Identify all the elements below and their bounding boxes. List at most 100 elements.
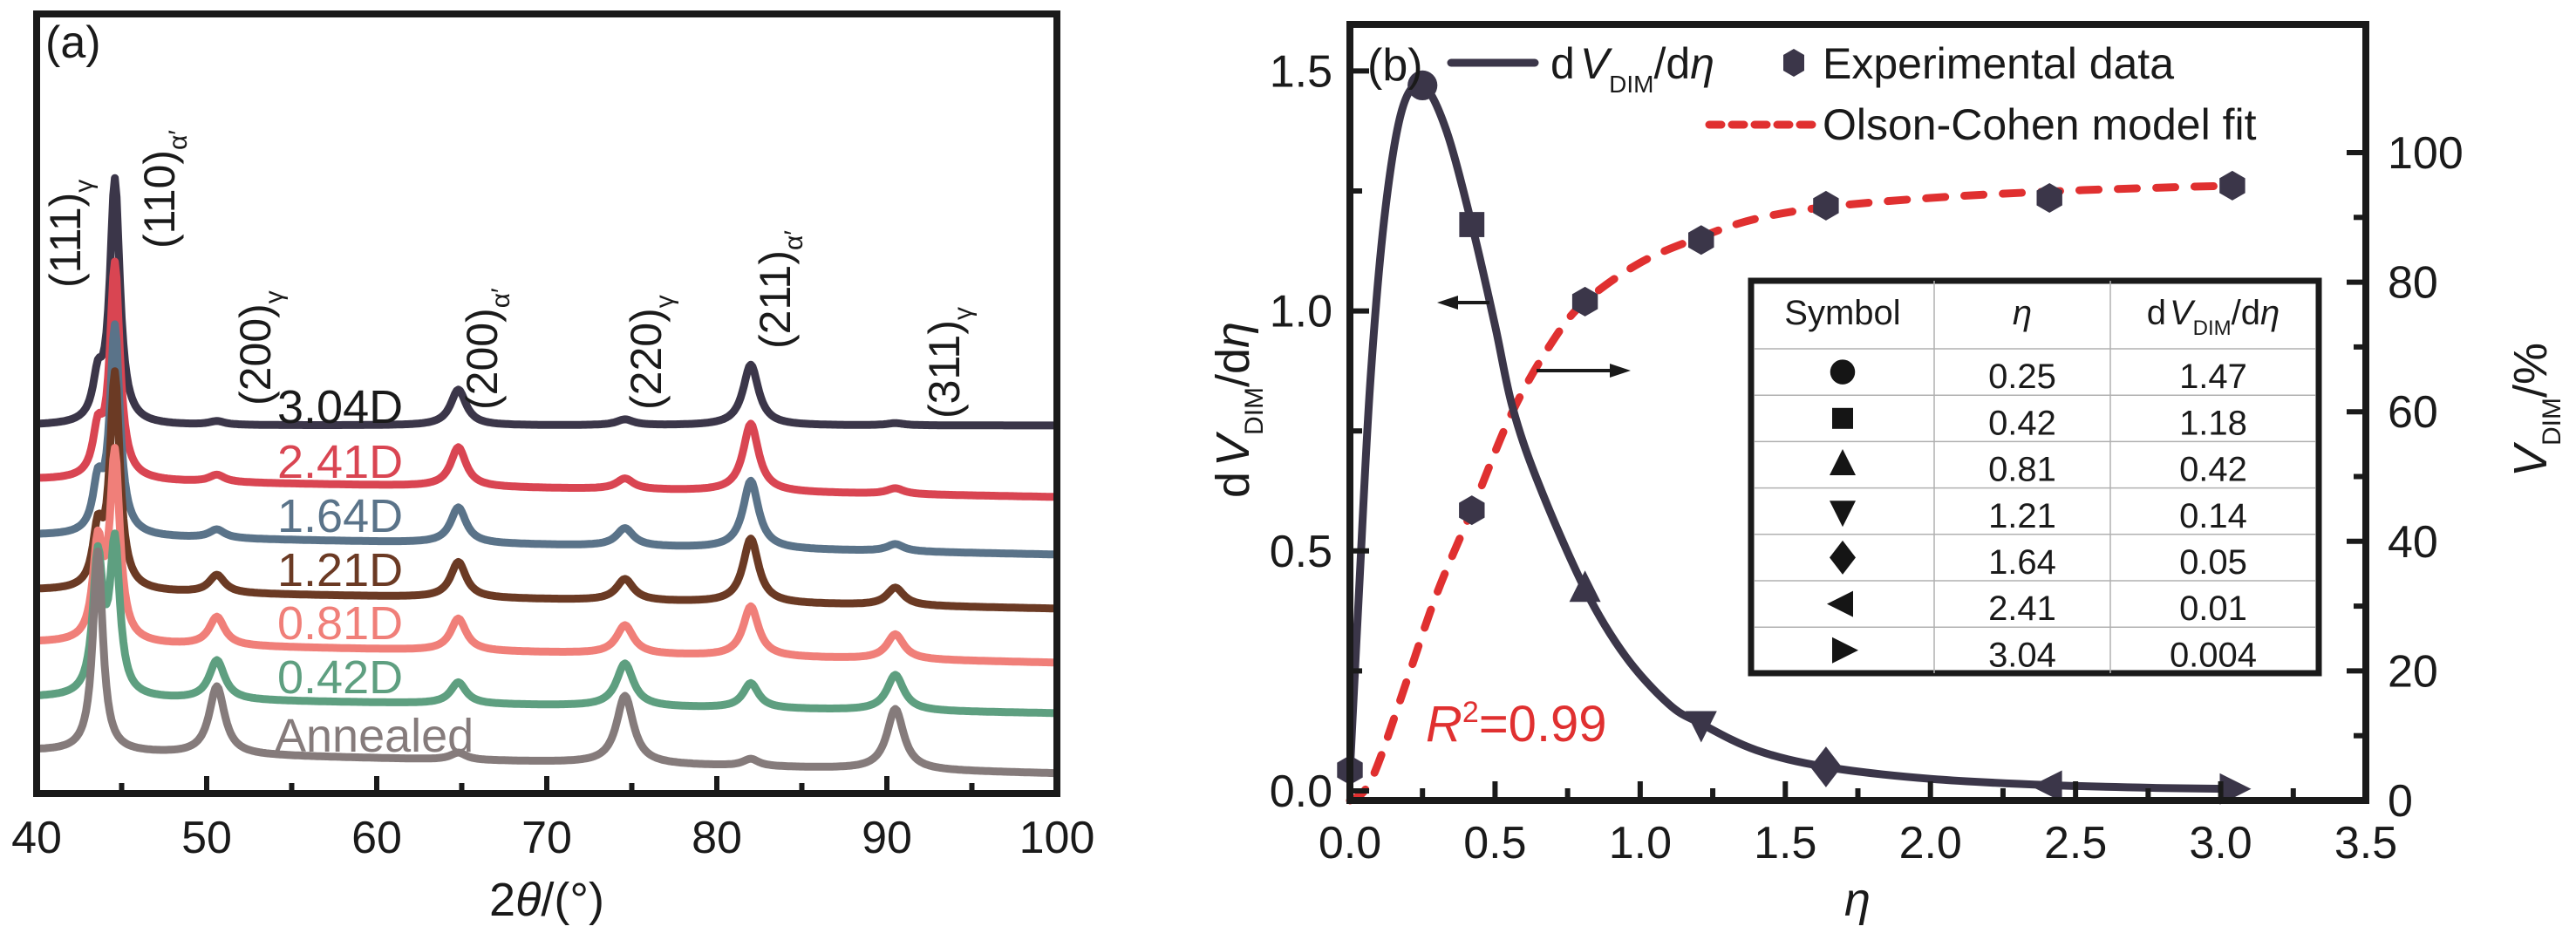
trace-label: 0.42D bbox=[277, 651, 403, 704]
right-y-tick-label: 100 bbox=[2388, 128, 2464, 179]
peak-label: (110)α′ bbox=[135, 130, 193, 249]
panel-b-tick-labels: 0.0 0.5 1.0 1.5 2.0 2.5 3.0 3.5 0.0 0.5 1.0 1.5 0 20 4… bbox=[1270, 46, 2464, 868]
peak-label: (211)α′ bbox=[751, 230, 808, 349]
x-tick-label: 90 bbox=[862, 813, 912, 863]
xrd-trace-241d bbox=[34, 257, 1060, 501]
left-y-tick-label: 1.0 bbox=[1270, 287, 1332, 337]
dv-deta-markers bbox=[1407, 70, 2252, 805]
x-tick-label: 60 bbox=[351, 813, 402, 863]
x-tick-label: 0.0 bbox=[1319, 818, 1381, 868]
trace-label: 1.64D bbox=[277, 490, 403, 542]
right-y-tick-label: 60 bbox=[2388, 387, 2438, 438]
panel-b-x-axis-title: η bbox=[1844, 874, 1871, 926]
table-cell-eta: 0.81 bbox=[1988, 451, 2056, 489]
legend-hexagon-marker bbox=[1783, 49, 1804, 77]
table-rows: 0.25 1.47 0.42 1.18 0.81 0.42 1.21 0.14 1.64 0.05… bbox=[1755, 348, 2315, 674]
xrd-traces bbox=[34, 174, 1060, 778]
table-header-eta: η bbox=[2013, 294, 2032, 332]
left-y-tick-label: 1.5 bbox=[1270, 46, 1332, 97]
table-cell-dv: 0.05 bbox=[2179, 543, 2247, 582]
marker-triangle-right bbox=[2219, 773, 2252, 805]
peak-labels: (111)γ (110)α′ (200)γ (200)α′ (220)γ (211)α′ (… bbox=[41, 130, 978, 419]
peak-label: (111)γ bbox=[41, 180, 99, 288]
marker-triangle-up bbox=[1569, 570, 1601, 603]
table-header-dv: d VDIM/dη bbox=[2147, 294, 2280, 340]
inset-table: Symbol η d VDIM/dη 0.25 1.470.42 1.180.81 0.… bbox=[1748, 277, 2322, 677]
r-squared-annotation: R2=0.99 bbox=[1426, 696, 1607, 753]
x-tick-label: 80 bbox=[692, 813, 742, 863]
table-cell-eta: 1.21 bbox=[1988, 497, 2056, 535]
panel-b-left-axis-title: dVDIM/dη bbox=[1207, 322, 1269, 498]
table-cell-dv: 0.14 bbox=[2179, 497, 2247, 535]
x-tick-label: 3.0 bbox=[2189, 818, 2252, 868]
xrd-trace-164d bbox=[34, 320, 1060, 559]
panel-b-transformation-chart: 0.0 0.5 1.0 1.5 2.0 2.5 3.0 3.5 0.0 0.5 1.0 1.5 0 20 4… bbox=[1207, 21, 2566, 926]
trace-label: 3.04D bbox=[277, 381, 403, 433]
left-y-tick-label: 0.0 bbox=[1270, 766, 1332, 817]
right-y-tick-label: 20 bbox=[2388, 646, 2438, 697]
table-cell-dv: 0.01 bbox=[2179, 589, 2247, 628]
right-axis-arrow bbox=[1537, 364, 1631, 378]
x-tick-label: 40 bbox=[11, 813, 62, 863]
experimental-point bbox=[2036, 183, 2062, 213]
peak-label: (200)γ bbox=[231, 290, 289, 405]
x-tick-label: 70 bbox=[521, 813, 572, 863]
experimental-point bbox=[1813, 190, 1839, 221]
marker-diamond bbox=[1809, 746, 1842, 787]
xrd-trace-304d bbox=[34, 174, 1060, 430]
table-cell-dv: 1.18 bbox=[2179, 404, 2247, 442]
panel-a-label: (a) bbox=[45, 17, 101, 68]
right-y-tick-label: 0 bbox=[2388, 776, 2413, 827]
xrd-trace-annealed bbox=[34, 547, 1060, 778]
peak-label: (311)γ bbox=[920, 307, 978, 419]
x-tick-label: 3.5 bbox=[2334, 818, 2397, 868]
table-cell-dv: 0.42 bbox=[2179, 451, 2247, 489]
dv-deta-path bbox=[1346, 80, 2237, 794]
table-cell-dv: 0.004 bbox=[2170, 636, 2257, 674]
table-cell-eta: 0.25 bbox=[1988, 358, 2056, 396]
trace-label: 0.81D bbox=[277, 597, 403, 650]
left-axis-arrow bbox=[1437, 296, 1489, 310]
experimental-point bbox=[1459, 495, 1485, 526]
marker-triangle-down bbox=[1685, 711, 1717, 743]
marker-triangle-right bbox=[1832, 637, 1858, 664]
legend-fit-label: Olson-Cohen model fit bbox=[1823, 100, 2257, 149]
trace-label: 1.21D bbox=[277, 544, 403, 596]
marker-circle bbox=[1407, 70, 1438, 101]
x-tick-label: 0.5 bbox=[1463, 818, 1526, 868]
marker-circle bbox=[1830, 359, 1856, 385]
panel-b-label: (b) bbox=[1367, 40, 1423, 91]
marker-square bbox=[1832, 407, 1853, 429]
right-y-tick-label: 40 bbox=[2388, 517, 2438, 568]
dv-deta-curve bbox=[1346, 80, 2237, 794]
trace-label: Annealed bbox=[275, 710, 474, 762]
marker-triangle-left bbox=[1827, 590, 1853, 617]
right-y-tick-label: 80 bbox=[2388, 258, 2438, 309]
legend-dv-label: d VDIM/dη bbox=[1550, 39, 1714, 98]
marker-square bbox=[1459, 212, 1485, 237]
marker-triangle-left bbox=[2030, 770, 2062, 802]
experimental-point bbox=[1571, 286, 1598, 317]
x-tick-label: 100 bbox=[1019, 813, 1095, 863]
marker-triangle-up bbox=[1830, 449, 1856, 475]
marker-diamond bbox=[1830, 540, 1856, 575]
x-tick-label: 1.5 bbox=[1754, 818, 1816, 868]
panel-a-x-tick-labels: 40 50 60 70 80 90 100 bbox=[11, 813, 1094, 863]
peak-label: (200)α′ bbox=[458, 288, 515, 410]
legend: d VDIM/dη Experimental data Olson-Cohen m… bbox=[1447, 39, 2257, 149]
legend-experimental-label: Experimental data bbox=[1823, 39, 2174, 88]
table-cell-eta: 3.04 bbox=[1988, 636, 2056, 674]
x-tick-label: 2.0 bbox=[1899, 818, 1962, 868]
x-tick-label: 1.0 bbox=[1609, 818, 1672, 868]
peak-label: (220)γ bbox=[622, 295, 679, 410]
table-header-symbol: Symbol bbox=[1784, 294, 1900, 332]
experimental-data-points bbox=[1337, 170, 2245, 786]
panel-a-x-ticks bbox=[119, 776, 975, 794]
table-cell-eta: 0.42 bbox=[1988, 404, 2056, 442]
x-tick-label: 50 bbox=[181, 813, 232, 863]
panel-a-x-axis-title: 2θ/(°) bbox=[489, 874, 604, 926]
experimental-point bbox=[2219, 170, 2245, 201]
left-y-tick-label: 0.5 bbox=[1270, 527, 1332, 577]
